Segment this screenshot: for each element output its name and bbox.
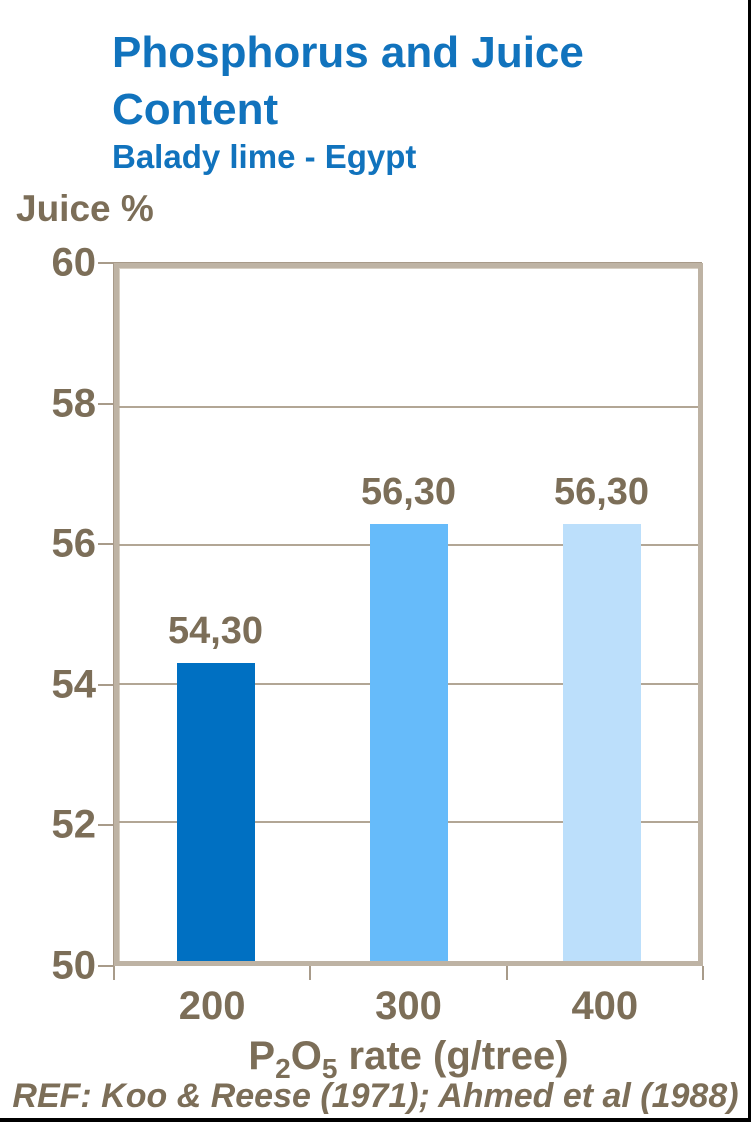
x-axis-title-sub5: 5	[321, 1053, 338, 1084]
y-axis-tick-labels: 50 52 54 56 58 60	[0, 241, 97, 988]
x-axis-title-o: O	[290, 1034, 322, 1078]
bar-value-label-300: 56,30	[360, 471, 457, 514]
y-axis-tick-marks	[98, 262, 114, 967]
x-axis-tick-marks	[113, 966, 704, 980]
plot-area: 54,30 56,30 56,30	[114, 263, 703, 966]
x-axis-title-sub2: 2	[275, 1053, 291, 1084]
x-label-300: 300	[375, 984, 442, 1028]
bar-slot-200: 54,30	[119, 268, 312, 961]
bar-200	[176, 663, 255, 961]
y-tick-label-52: 52	[51, 802, 97, 847]
x-label-200: 200	[178, 984, 246, 1028]
x-tick-mark-1	[309, 966, 312, 980]
y-tick-label-58: 58	[51, 381, 97, 426]
bar-slot-400: 56,30	[505, 268, 698, 961]
y-tick-mark-60	[98, 262, 114, 264]
reference-note: REF: Koo & Reese (1971); Ahmed et al (19…	[12, 1077, 739, 1115]
bar-value-label-400: 56,30	[553, 471, 650, 514]
y-tick-mark-54	[98, 683, 114, 686]
y-tick-mark-56	[98, 543, 114, 546]
y-tick-label-56: 56	[51, 521, 97, 566]
bar-value-label-200: 54,30	[167, 610, 264, 653]
bar-slot-300: 56,30	[312, 268, 505, 961]
y-tick-label-60: 60	[51, 240, 97, 285]
y-tick-mark-58	[98, 402, 114, 405]
y-tick-label-50: 50	[51, 943, 97, 988]
x-tick-mark-2	[505, 966, 508, 980]
bar-400	[562, 524, 641, 961]
chart-subtitle: Balady lime - Egypt	[112, 138, 417, 175]
y-axis-label: Juice %	[16, 188, 154, 229]
y-tick-label-54: 54	[51, 662, 97, 707]
x-tick-mark-3	[702, 966, 704, 980]
x-axis-title: P2O5 rate (g/tree)	[114, 1034, 703, 1083]
x-label-400: 400	[571, 984, 639, 1028]
bar-300	[369, 524, 448, 961]
y-tick-mark-50	[98, 965, 114, 967]
chart-title: Phosphorus and Juice Content	[112, 28, 584, 135]
x-axis-category-labels: 200 300 400	[114, 984, 703, 1029]
x-axis-title-rest: rate (g/tree)	[337, 1034, 569, 1078]
x-axis-title-p: P	[248, 1034, 276, 1078]
bars-container: 54,30 56,30 56,30	[119, 268, 698, 961]
x-tick-mark-0	[113, 966, 115, 980]
y-tick-mark-52	[98, 824, 114, 827]
